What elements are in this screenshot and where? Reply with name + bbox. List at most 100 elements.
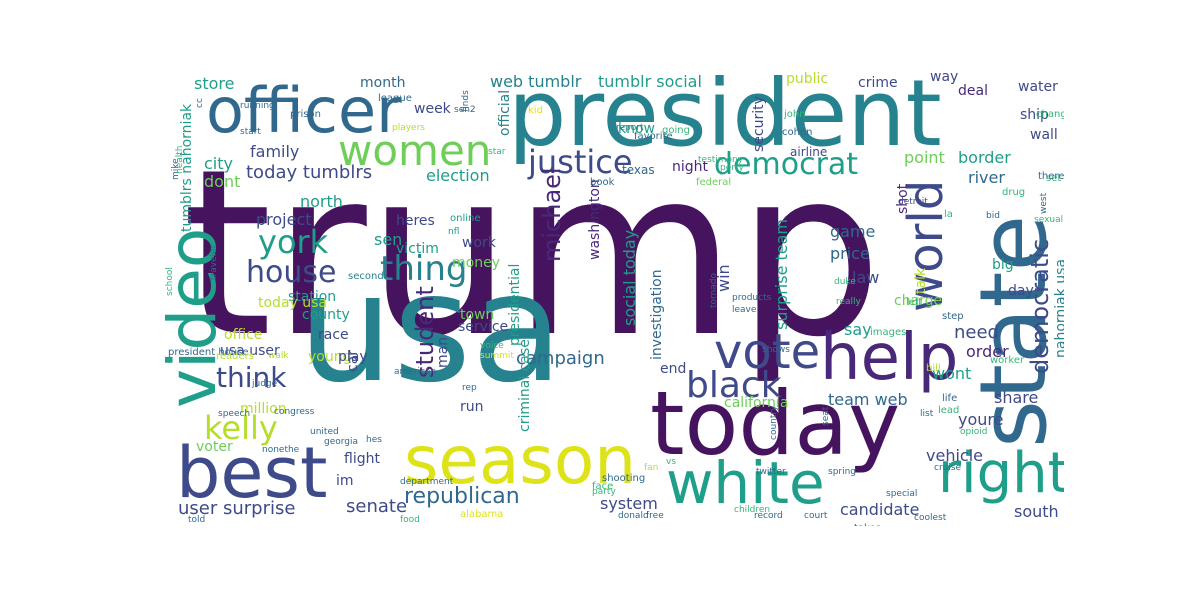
word-cloud-word: products <box>732 293 772 303</box>
word-cloud-word: service <box>458 319 509 335</box>
word-cloud-word: town <box>460 307 495 323</box>
word-cloud-word: john <box>784 109 806 120</box>
word-cloud-word: walk <box>268 351 289 361</box>
word-cloud-word: young <box>308 349 352 365</box>
word-cloud-word: court <box>804 511 828 521</box>
word-cloud-word: life <box>942 393 958 404</box>
word-cloud-word: family <box>250 142 300 161</box>
word-cloud-word: big <box>992 257 1014 273</box>
word-cloud-word: million <box>240 401 287 417</box>
word-cloud-word: cruise <box>934 463 962 473</box>
word-cloud-word: house <box>246 255 337 290</box>
word-cloud-word: running <box>240 101 275 111</box>
word-cloud-word: told <box>188 515 206 525</box>
word-cloud-word: star <box>488 147 506 157</box>
word-cloud-word: worker <box>990 355 1025 366</box>
word-cloud-word: american <box>394 367 437 377</box>
word-cloud-word: work <box>462 235 496 251</box>
word-cloud-word: team web <box>828 390 908 409</box>
word-cloud-word: official <box>497 89 513 136</box>
word-cloud-word: dont <box>204 172 241 191</box>
word-cloud-word: takes <box>854 524 881 527</box>
word-cloud-word: duke <box>834 277 856 287</box>
word-cloud-word: car <box>345 349 361 372</box>
word-cloud-word: la <box>944 209 953 220</box>
word-cloud-word: bid <box>986 211 1000 221</box>
word-cloud-word: presidential <box>507 263 523 346</box>
word-cloud-word: food <box>400 515 420 525</box>
word-cloud-word: price <box>830 244 870 263</box>
word-cloud-word: federal <box>696 177 732 188</box>
word-cloud-word: vote <box>714 324 821 380</box>
word-cloud-word: tornado <box>709 272 719 308</box>
word-cloud-word: nahorniak usa <box>1053 258 1064 358</box>
word-cloud-word: law <box>852 268 880 287</box>
word-cloud-word: north <box>300 192 343 211</box>
word-cloud-word: children <box>734 505 771 515</box>
word-cloud-word: players <box>392 123 425 133</box>
word-cloud-word: bill <box>926 363 941 374</box>
word-cloud-word: say <box>844 320 872 339</box>
word-cloud-word: twitter <box>756 467 786 477</box>
word-cloud-word: today usa <box>258 295 328 311</box>
word-cloud-word: im <box>336 473 354 489</box>
word-cloud-word: west <box>1039 192 1049 214</box>
word-cloud-word: season <box>404 422 637 499</box>
word-cloud-word: shooting <box>602 473 646 484</box>
word-cloud-word: nonethe <box>262 445 300 455</box>
word-cloud-word: day <box>1008 283 1034 299</box>
word-cloud-word: student <box>411 286 439 378</box>
word-cloud-word: think <box>216 361 287 394</box>
word-cloud-word: democrat <box>714 147 859 182</box>
word-cloud-word: trump <box>182 121 883 388</box>
word-cloud-word: online <box>450 213 481 224</box>
word-cloud-word: today <box>650 372 901 475</box>
word-cloud-word: school <box>165 267 175 296</box>
word-cloud-word: coolest <box>914 513 947 523</box>
word-cloud-word: democratic <box>1026 238 1054 374</box>
word-cloud-word: office <box>224 327 263 343</box>
word-cloud-word: start <box>240 127 261 137</box>
word-cloud-word: texas <box>622 163 655 177</box>
word-cloud-word: detroit <box>898 197 928 207</box>
word-cloud-word: party <box>592 487 616 497</box>
word-cloud-word: way <box>930 69 959 85</box>
word-cloud-word: help <box>820 321 959 395</box>
word-cloud-word: president house <box>168 347 249 358</box>
word-cloud-word: candidate <box>840 500 920 519</box>
word-cloud: trump usa president officer state today season… <box>158 66 1064 526</box>
word-cloud-word: campaign <box>516 348 605 369</box>
word-cloud-word: vs <box>666 457 677 467</box>
word-cloud-word: know <box>618 121 655 137</box>
word-cloud-word: cohen <box>782 127 813 138</box>
word-cloud-word: department <box>400 477 454 487</box>
word-cloud-word: senate <box>346 496 408 517</box>
word-cloud-word: opioid <box>960 427 988 437</box>
word-cloud-word: station <box>288 289 337 305</box>
word-cloud-word: special <box>886 489 918 499</box>
word-cloud-word: vehicle <box>926 446 983 465</box>
word-cloud-word: tumblr social <box>598 72 702 91</box>
word-cloud-word: best <box>176 432 328 514</box>
word-cloud-word: change <box>1036 109 1064 120</box>
word-cloud-word: health <box>175 145 185 175</box>
word-cloud-word: favorite <box>634 131 673 142</box>
word-cloud-word: leave <box>732 305 757 315</box>
word-cloud-word: charge <box>894 293 943 309</box>
word-cloud-word: city <box>204 154 233 173</box>
word-cloud-word: white <box>666 449 825 517</box>
word-cloud-word: project <box>256 210 312 229</box>
word-cloud-word: rep <box>462 383 477 393</box>
word-cloud-word: sexual <box>1034 215 1064 225</box>
word-cloud-word: summit <box>480 351 514 361</box>
word-cloud-word: cc <box>195 98 205 108</box>
word-cloud-word: nfl <box>448 227 460 237</box>
word-cloud-word: need <box>954 322 999 343</box>
word-cloud-word: flight <box>344 451 380 467</box>
word-cloud-word: store <box>194 74 235 93</box>
word-cloud-word: night <box>672 159 709 175</box>
word-cloud-word: today tumblrs <box>246 162 373 183</box>
word-cloud-word: kelly <box>204 409 278 447</box>
word-cloud-word: league <box>378 93 412 104</box>
